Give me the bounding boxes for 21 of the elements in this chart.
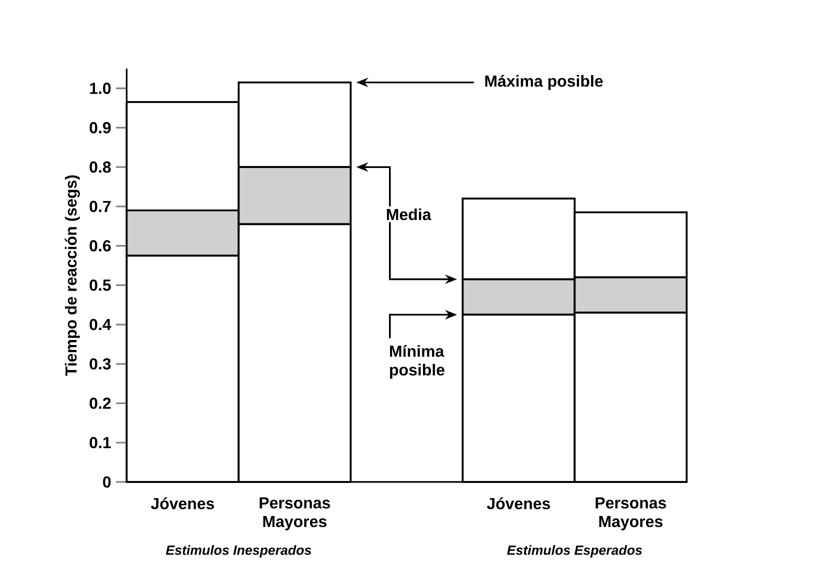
x-tick-label: Jóvenes [150,497,214,510]
y-tick-label: 0 [103,476,111,488]
y-tick-label: 1.0 [90,82,111,94]
y-tick-label: 0.4 [90,318,112,330]
y-tick-label: 0.7 [90,200,111,212]
y-tick-label: 0.5 [90,280,111,291]
y-tick-label: 0.1 [90,436,111,448]
annotation: Mínima posible [390,344,444,379]
y-tick-label: 0.9 [90,122,111,134]
x-tick-label: Personas Mayores [596,497,666,530]
text: Estimulos Inesperados [166,545,312,558]
text: Estimulos Esperados [507,545,642,558]
y-tick-label: 0.6 [90,240,111,252]
annotation: Media [386,208,432,220]
y-tick-label: 0.2 [90,398,111,409]
x-tick-label: Jóvenes [486,497,550,510]
y-axis-title: Tiempo de reacción (segs) [64,175,80,376]
annotation: Máxima posible [485,74,603,90]
y-tick-label: 0.3 [90,358,111,370]
y-tick-label: 0.8 [90,161,111,173]
x-tick-label: Personas Mayores [260,497,330,530]
